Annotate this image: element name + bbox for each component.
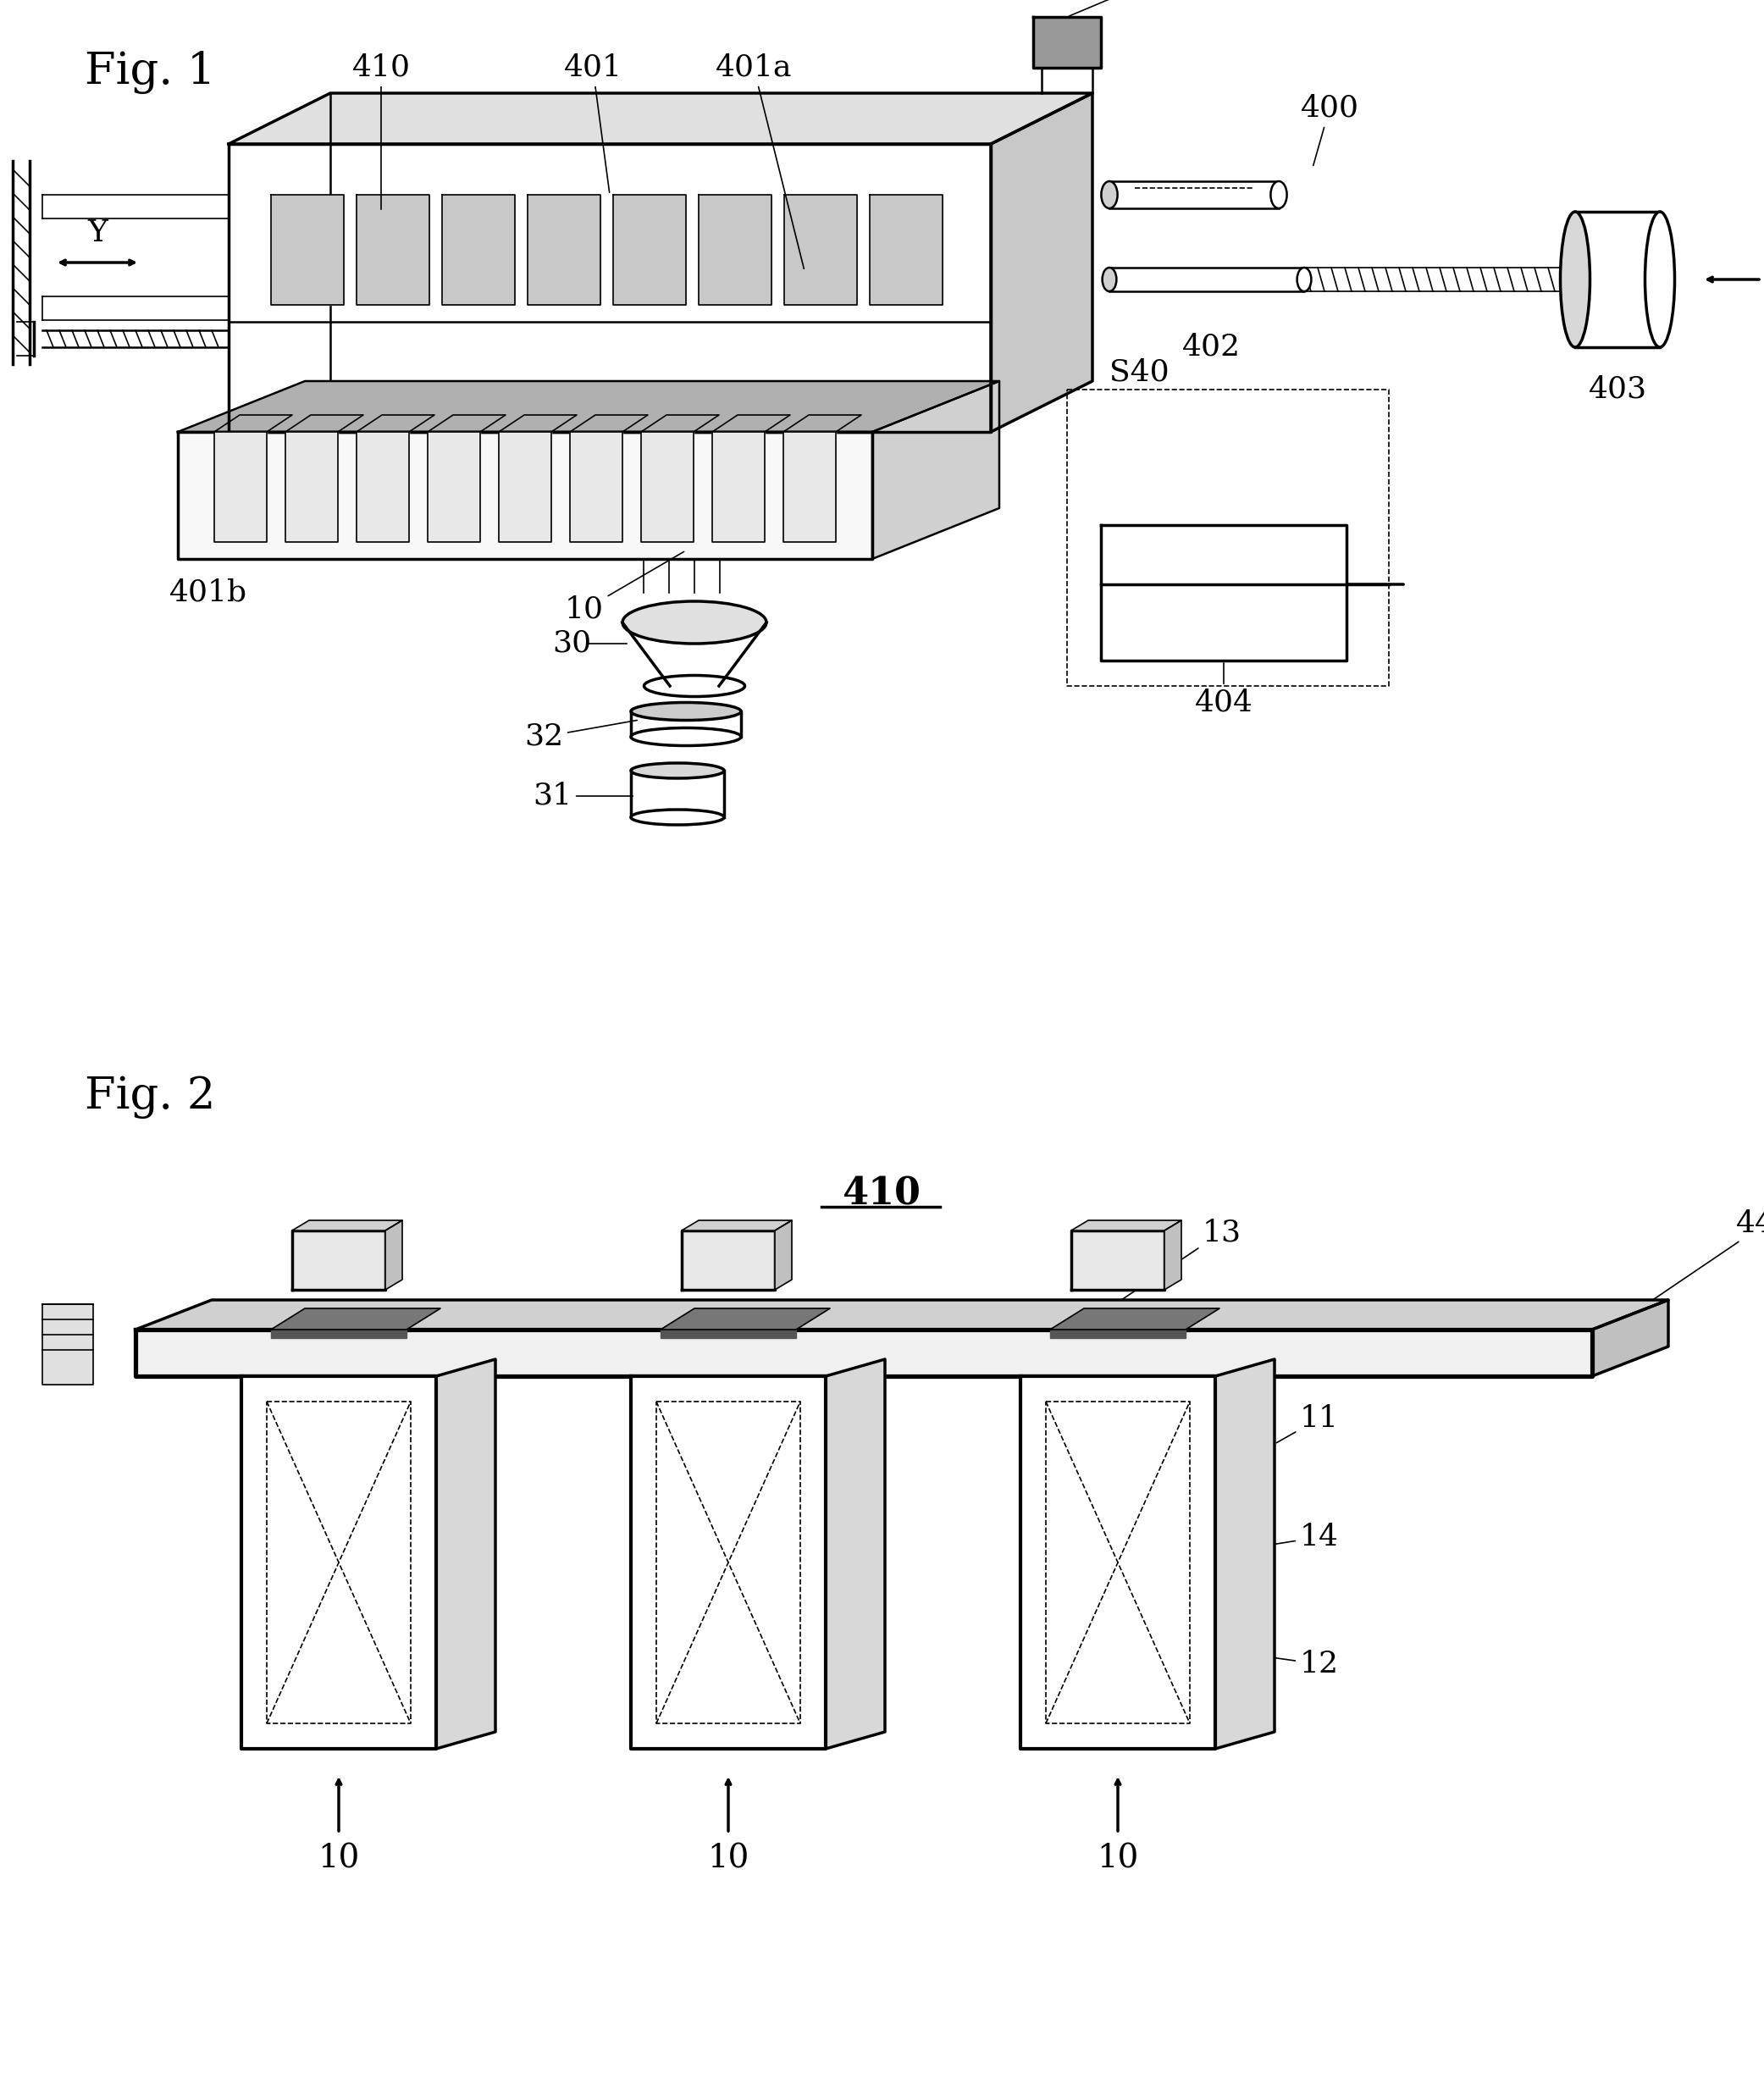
Text: 10: 10 [1097, 1842, 1140, 1874]
Polygon shape [1071, 1230, 1164, 1289]
Polygon shape [681, 1220, 792, 1230]
Ellipse shape [632, 763, 723, 778]
Polygon shape [1593, 1300, 1669, 1377]
Polygon shape [870, 195, 942, 304]
Polygon shape [436, 1358, 496, 1748]
Text: S40: S40 [1110, 358, 1170, 388]
Text: 403: 403 [1588, 375, 1648, 405]
Polygon shape [272, 1308, 441, 1329]
Polygon shape [385, 1220, 402, 1289]
Ellipse shape [623, 602, 766, 643]
Polygon shape [1215, 1358, 1275, 1748]
Polygon shape [991, 92, 1092, 432]
Polygon shape [1034, 17, 1101, 67]
Text: 31: 31 [533, 782, 633, 811]
Polygon shape [356, 432, 409, 543]
Text: 30: 30 [552, 629, 591, 658]
Polygon shape [1071, 1220, 1182, 1230]
Text: 13: 13 [1094, 1218, 1242, 1318]
Polygon shape [272, 195, 344, 304]
Text: 10: 10 [707, 1842, 750, 1874]
Polygon shape [1164, 1220, 1182, 1289]
Polygon shape [527, 195, 600, 304]
Text: 12: 12 [1201, 1647, 1339, 1679]
Text: 401b: 401b [169, 578, 247, 608]
Polygon shape [213, 432, 266, 543]
Text: 10: 10 [564, 551, 684, 625]
Polygon shape [660, 1308, 829, 1329]
Polygon shape [570, 432, 623, 543]
Text: 410: 410 [351, 52, 411, 210]
Polygon shape [242, 1377, 436, 1748]
Polygon shape [1020, 1377, 1215, 1748]
Polygon shape [660, 1329, 796, 1337]
Polygon shape [632, 1377, 826, 1748]
Text: 32: 32 [524, 721, 637, 750]
Polygon shape [443, 195, 515, 304]
Polygon shape [136, 1329, 1593, 1377]
Polygon shape [1050, 1308, 1219, 1329]
Polygon shape [871, 381, 998, 560]
Text: 14: 14 [1268, 1522, 1339, 1551]
Polygon shape [640, 432, 693, 543]
Polygon shape [699, 195, 771, 304]
Polygon shape [499, 432, 552, 543]
Polygon shape [293, 1220, 402, 1230]
Text: 410: 410 [841, 1176, 921, 1211]
Polygon shape [826, 1358, 886, 1748]
Polygon shape [774, 1220, 792, 1289]
Polygon shape [229, 145, 991, 432]
Polygon shape [614, 195, 686, 304]
Text: 441: 441 [1632, 1209, 1764, 1314]
Text: Fig. 1: Fig. 1 [85, 50, 215, 94]
Text: 402: 402 [1182, 333, 1240, 363]
Polygon shape [136, 1300, 1669, 1329]
Polygon shape [783, 432, 836, 543]
Polygon shape [356, 195, 429, 304]
Polygon shape [427, 432, 480, 543]
Polygon shape [713, 432, 766, 543]
Polygon shape [286, 432, 339, 543]
Ellipse shape [632, 727, 741, 746]
Text: 400: 400 [1300, 94, 1358, 166]
Ellipse shape [1561, 212, 1589, 348]
Ellipse shape [644, 675, 744, 696]
Polygon shape [681, 1230, 774, 1289]
Ellipse shape [1102, 268, 1117, 291]
Polygon shape [42, 1304, 93, 1385]
Polygon shape [293, 1230, 385, 1289]
Polygon shape [785, 195, 857, 304]
Text: 40: 40 [1069, 0, 1208, 17]
Ellipse shape [632, 809, 723, 826]
Text: 401: 401 [563, 52, 623, 193]
Text: 11: 11 [1277, 1404, 1339, 1442]
Text: 404: 404 [1194, 662, 1252, 717]
Text: 10: 10 [318, 1842, 360, 1874]
Polygon shape [178, 381, 998, 432]
Ellipse shape [1646, 212, 1674, 348]
Polygon shape [178, 432, 871, 560]
Text: Fig. 2: Fig. 2 [85, 1075, 215, 1119]
Ellipse shape [1270, 180, 1288, 208]
Text: 401a: 401a [716, 52, 804, 268]
Polygon shape [1101, 526, 1346, 660]
Polygon shape [272, 1329, 406, 1337]
Ellipse shape [1101, 180, 1118, 208]
Polygon shape [229, 92, 1092, 145]
Ellipse shape [632, 702, 741, 721]
Text: Y: Y [86, 218, 108, 247]
Polygon shape [1050, 1329, 1185, 1337]
Ellipse shape [1297, 268, 1311, 291]
